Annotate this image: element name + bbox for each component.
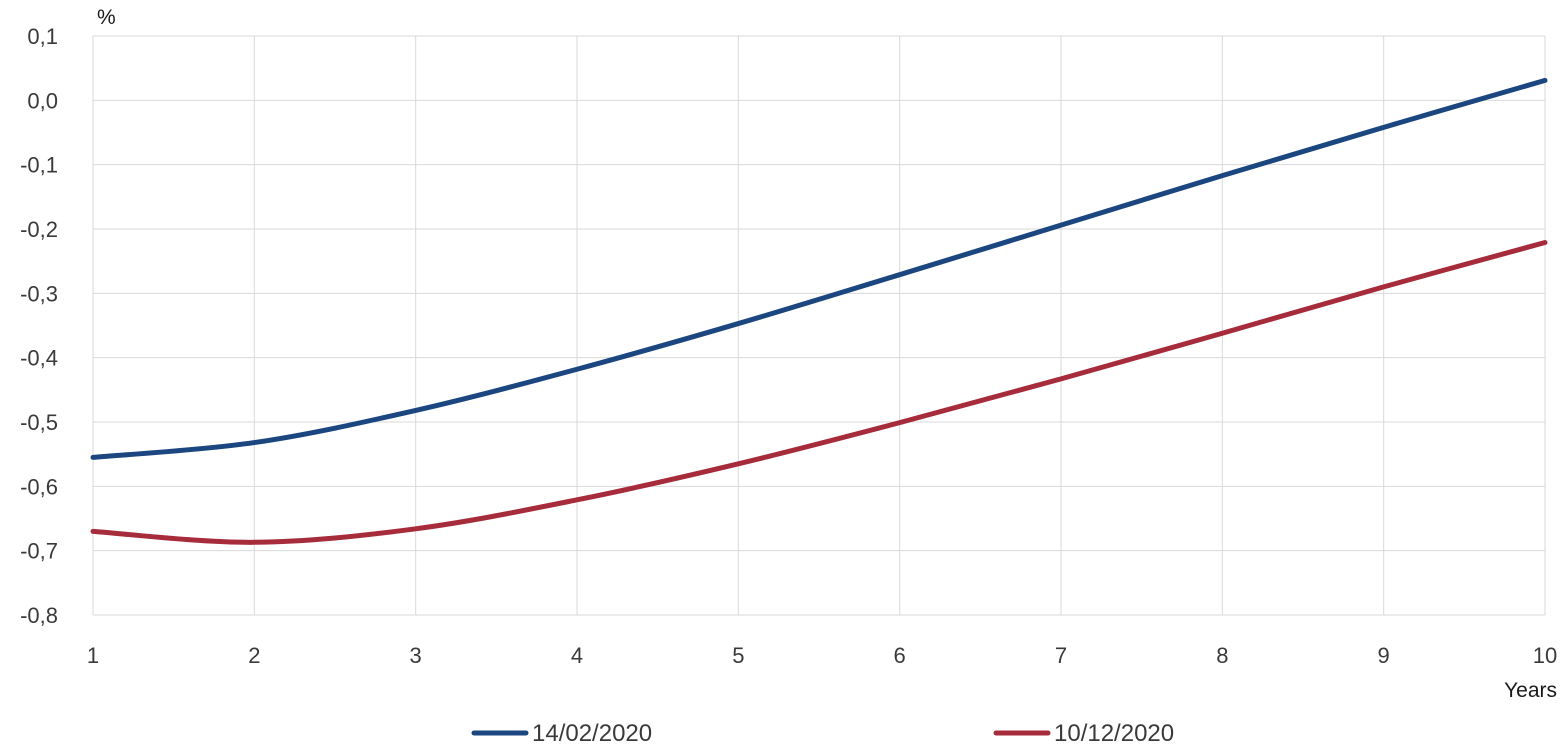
- x-axis-label: Years: [1504, 679, 1557, 702]
- y-tick-label: -0,7: [20, 539, 58, 564]
- y-axis-label: %: [97, 6, 116, 29]
- x-tick-label: 10: [1533, 643, 1557, 668]
- x-tick-label: 2: [248, 643, 260, 668]
- series-lines: [93, 80, 1545, 542]
- y-tick-label: 0,0: [27, 88, 58, 113]
- y-tick-label: -0,4: [20, 346, 58, 371]
- legend-label-2: 10/12/2020: [1054, 720, 1174, 746]
- y-tick-label: -0,1: [20, 153, 58, 178]
- x-tick-label: 9: [1378, 643, 1390, 668]
- x-tick-label: 7: [1055, 643, 1067, 668]
- series-line-2: [93, 243, 1545, 543]
- y-tick-label: 0,1: [27, 24, 58, 49]
- x-tick-label: 1: [87, 643, 99, 668]
- x-axis-ticks: 1 2 3 4 5 6 7 8 9 10: [87, 643, 1557, 668]
- x-tick-label: 3: [410, 643, 422, 668]
- y-axis-ticks: 0,1 0,0 -0,1 -0,2 -0,3 -0,4 -0,5 -0,6 -0,7 -0,8: [20, 24, 58, 628]
- y-tick-label: -0,3: [20, 281, 58, 306]
- grid: [93, 36, 1545, 615]
- x-tick-label: 4: [571, 643, 583, 668]
- x-tick-label: 8: [1216, 643, 1228, 668]
- y-tick-label: -0,2: [20, 217, 58, 242]
- x-tick-label: 5: [732, 643, 744, 668]
- y-tick-label: -0,8: [20, 603, 58, 628]
- y-tick-label: -0,5: [20, 410, 58, 435]
- x-tick-label: 6: [894, 643, 906, 668]
- series-line-1: [93, 80, 1545, 457]
- legend: 14/02/2020 10/12/2020: [474, 720, 1174, 746]
- legend-label-1: 14/02/2020: [532, 720, 652, 746]
- y-tick-label: -0,6: [20, 474, 58, 499]
